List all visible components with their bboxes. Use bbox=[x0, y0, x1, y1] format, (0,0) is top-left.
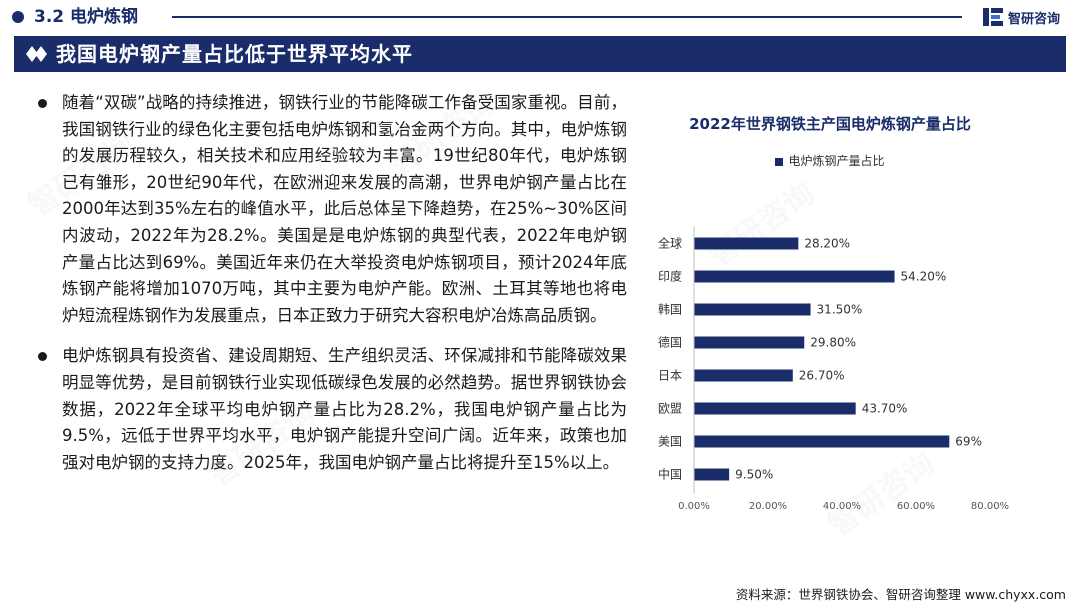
bar bbox=[694, 402, 856, 415]
section-dot-icon bbox=[12, 11, 24, 23]
category-label: 印度 bbox=[658, 269, 682, 284]
x-tick-label: 80.00% bbox=[971, 501, 1009, 512]
chart-legend: 电炉炼钢产量占比 bbox=[640, 152, 1020, 169]
section-header: 3.2 电炉炼钢 智研咨询 bbox=[0, 0, 1080, 34]
category-label: 欧盟 bbox=[658, 402, 682, 416]
data-label: 69% bbox=[955, 435, 982, 449]
page-banner: 我国电炉钢产量占比低于世界平均水平 bbox=[14, 36, 1066, 72]
x-tick-label: 0.00% bbox=[678, 501, 710, 512]
paragraph: 电炉炼钢具有投资省、建设周期短、生产组织灵活、环保减排和节能降碳效果明显等优势，… bbox=[32, 343, 627, 476]
category-label: 韩国 bbox=[658, 302, 682, 317]
bar bbox=[694, 303, 811, 316]
bullet-icon bbox=[38, 352, 47, 362]
data-label: 29.80% bbox=[810, 336, 856, 350]
paragraph: 随着“双碳”战略的持续推进，钢铁行业的节能降碳工作备受国家重视。目前，我国钢铁行… bbox=[32, 90, 627, 329]
data-label: 31.50% bbox=[817, 303, 863, 317]
x-tick-label: 60.00% bbox=[897, 501, 935, 512]
bar bbox=[694, 468, 730, 481]
data-label: 54.20% bbox=[901, 270, 947, 284]
data-label: 28.20% bbox=[804, 237, 850, 251]
section-title: 3.2 电炉炼钢 bbox=[34, 7, 139, 27]
bar bbox=[694, 237, 799, 250]
bar bbox=[694, 336, 805, 349]
category-label: 日本 bbox=[658, 369, 682, 383]
data-label: 26.70% bbox=[799, 369, 845, 383]
data-label: 9.50% bbox=[735, 468, 773, 482]
chart-title: 2022年世界钢铁主产国电炉炼钢产量占比 bbox=[689, 115, 971, 133]
bar bbox=[694, 270, 895, 283]
category-label: 中国 bbox=[658, 467, 682, 482]
data-label: 43.70% bbox=[862, 402, 908, 416]
category-label: 德国 bbox=[658, 335, 682, 350]
bar-chart: 全球 28.20% 印度 54.20% 韩国 31.50% 德国 29.80% 日本 26.70%… bbox=[658, 227, 1009, 512]
source-note: 资料来源：世界钢铁协会、智研咨询整理 www.chyxx.com bbox=[735, 587, 1066, 602]
category-label: 美国 bbox=[658, 435, 682, 449]
double-diamond-icon bbox=[26, 46, 47, 62]
brand-name: 智研咨询 bbox=[1008, 11, 1061, 27]
legend-label: 电炉炼钢产量占比 bbox=[788, 154, 885, 168]
bar bbox=[694, 435, 950, 448]
section-divider bbox=[172, 16, 962, 18]
paragraph-text: 随着“双碳”战略的持续推进，钢铁行业的节能降碳工作备受国家重视。目前，我国钢铁行… bbox=[62, 93, 627, 325]
legend-swatch bbox=[775, 157, 784, 166]
x-tick-label: 20.00% bbox=[749, 501, 787, 512]
bullet-icon bbox=[38, 99, 47, 108]
bar bbox=[694, 369, 793, 382]
brand-logo: 智研咨询 bbox=[982, 6, 1060, 28]
category-label: 全球 bbox=[658, 236, 682, 251]
paragraph-text: 电炉炼钢具有投资省、建设周期短、生产组织灵活、环保减排和节能降碳效果明显等优势，… bbox=[62, 346, 627, 472]
body-text: 随着“双碳”战略的持续推进，钢铁行业的节能降碳工作备受国家重视。目前，我国钢铁行… bbox=[32, 90, 627, 476]
page-title: 我国电炉钢产量占比低于世界平均水平 bbox=[56, 42, 413, 66]
brand-logo-icon bbox=[983, 8, 1003, 26]
x-tick-label: 40.00% bbox=[823, 501, 861, 512]
